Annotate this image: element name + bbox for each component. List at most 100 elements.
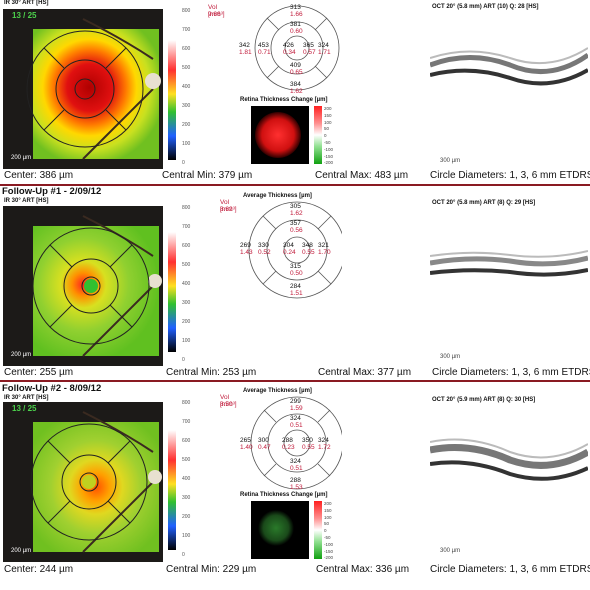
nas-outer-thickness: 324: [318, 437, 329, 444]
center-volume: 0.34: [283, 49, 296, 56]
circle-diameters: Circle Diameters: 1, 3, 6 mm ETDRS: [430, 564, 590, 575]
colorbar-tick: 0: [182, 160, 185, 166]
thickness-map-graphic: [30, 411, 162, 553]
tmp-inner-volume: 0.52: [258, 249, 271, 256]
section-header: Follow-Up #2 - 8/09/12: [2, 383, 102, 394]
circle-diameters: Circle Diameters: 1, 3, 6 mm ETDRS: [432, 367, 590, 378]
colorbar-tick: 400: [182, 476, 191, 482]
fundus-thickness-map[interactable]: 200 µm: [3, 206, 163, 366]
rtc-map-graphic: [255, 112, 301, 158]
nas-inner-volume: 0.55: [302, 249, 315, 256]
vol-total: 8.50: [220, 401, 233, 408]
rtc-tick: 150: [324, 112, 332, 118]
nas-outer-volume: 1.70: [318, 249, 331, 256]
grid-title: Average Thickness [µm]: [243, 193, 312, 199]
central-min: Central Min: 229 µm: [166, 564, 257, 575]
rtc-map-graphic: [258, 510, 294, 546]
nas-inner-volume: 0.55: [302, 444, 315, 451]
sup-inner-thickness: 381: [290, 21, 301, 28]
oct-bscan[interactable]: 300 µm: [430, 412, 588, 560]
rtc-tick: -100: [324, 541, 334, 547]
sup-inner-volume: 0.56: [290, 227, 303, 234]
rtc-colorbar: [314, 501, 322, 559]
nas-outer-thickness: 324: [318, 42, 329, 49]
rtc-tick: -50: [324, 140, 331, 145]
colorbar-tick: 300: [182, 300, 191, 306]
colorbar-tick: 800: [182, 205, 191, 211]
center-volume: 0.23: [282, 444, 295, 451]
center-thickness: 304: [283, 242, 294, 249]
grid-title: Average Thickness [µm]: [243, 388, 312, 394]
thickness-map-graphic: [32, 215, 162, 357]
center-thickness: 288: [282, 437, 293, 444]
inf-inner-volume: 0.65: [290, 69, 303, 76]
sup-inner-thickness: 324: [290, 415, 301, 422]
thickness-colorbar: [168, 430, 176, 550]
central-min: Central Min: 379 µm: [162, 170, 253, 181]
inf-outer-thickness: 384: [290, 81, 301, 88]
inf-outer-volume: 1.53: [290, 484, 303, 491]
rtc-tick: 0: [324, 528, 327, 534]
oct-scale: 300 µm: [440, 158, 460, 164]
colorbar-tick: 200: [182, 319, 191, 325]
vol-total: 8.62: [220, 206, 233, 213]
section-divider: [0, 380, 590, 382]
rtc-tick: -50: [324, 535, 331, 540]
tmp-outer-volume: 1.81: [239, 49, 252, 56]
center-thickness: 426: [283, 42, 294, 49]
tmp-inner-thickness: 453: [258, 42, 269, 49]
rtc-map[interactable]: [251, 106, 309, 164]
scale-label: 200 µm: [11, 155, 32, 161]
central-max: Central Max: 336 µm: [316, 564, 410, 575]
nas-inner-thickness: 348: [302, 242, 313, 249]
colorbar-tick: 500: [182, 262, 191, 268]
central-max: Central Max: 377 µm: [318, 367, 412, 378]
vol-label: Vol [mm³]: [208, 4, 225, 18]
colorbar-tick: 200: [182, 122, 191, 128]
thickness-colorbar: [168, 40, 176, 160]
ir-label: IR 30° ART [HS]: [4, 395, 49, 401]
colorbar-tick: 800: [182, 400, 191, 406]
rtc-tick: 50: [324, 126, 330, 132]
sup-outer-thickness: 313: [290, 4, 301, 11]
sup-inner-volume: 0.51: [290, 422, 303, 429]
oct-scale: 300 µm: [440, 354, 460, 360]
rtc-map[interactable]: [251, 501, 309, 559]
colorbar-tick: 700: [182, 419, 191, 425]
oct-bscan[interactable]: 300 µm: [430, 218, 588, 366]
rtc-tick: -200: [324, 555, 334, 561]
tmp-inner-volume: 0.71: [258, 49, 271, 56]
oct-scale: 300 µm: [440, 548, 460, 554]
fundus-thickness-map[interactable]: 13 / 25 200 µm: [3, 9, 163, 169]
vol-total: 9.66: [208, 11, 221, 18]
ir-label: IR 30° ART [HS]: [4, 0, 49, 6]
colorbar-tick: 200: [182, 514, 191, 520]
colorbar-tick: 300: [182, 103, 191, 109]
sup-outer-volume: 1.66: [290, 11, 303, 18]
nas-outer-volume: 1.71: [318, 49, 331, 56]
quality-badge: 13 / 25: [12, 11, 37, 20]
tmp-outer-volume: 1.40: [240, 444, 253, 451]
rtc-tick: 200: [324, 501, 332, 506]
etdrs-grid[interactable]: [212, 0, 342, 97]
colorbar-tick: 600: [182, 438, 191, 444]
inf-inner-volume: 0.51: [290, 465, 303, 472]
rtc-title: Retina Thickness Change [µm]: [240, 97, 328, 103]
fundus-thickness-map[interactable]: 13 / 25 200 µm: [3, 402, 163, 562]
oct-bscan[interactable]: 300 µm: [430, 20, 588, 170]
rtc-tick: -150: [324, 153, 334, 159]
colorbar-tick: 800: [182, 8, 191, 14]
nas-outer-thickness: 321: [318, 242, 329, 249]
rtc-tick: 50: [324, 521, 330, 527]
center-volume: 0.24: [283, 249, 296, 256]
sup-inner-thickness: 357: [290, 220, 301, 227]
center-value: Center: 386 µm: [4, 170, 74, 181]
section-header: Follow-Up #1 - 2/09/12: [2, 186, 102, 197]
colorbar-tick: 0: [182, 552, 185, 558]
rtc-tick: -100: [324, 146, 334, 152]
nas-inner-volume: 0.57: [303, 49, 316, 56]
colorbar-tick: 0: [182, 357, 185, 363]
sup-outer-thickness: 305: [290, 203, 301, 210]
rtc-tick: -150: [324, 548, 334, 554]
rtc-tick: -200: [324, 160, 334, 166]
